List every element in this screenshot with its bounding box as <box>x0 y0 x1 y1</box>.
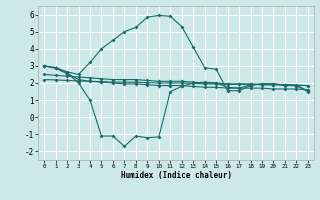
X-axis label: Humidex (Indice chaleur): Humidex (Indice chaleur) <box>121 171 231 180</box>
